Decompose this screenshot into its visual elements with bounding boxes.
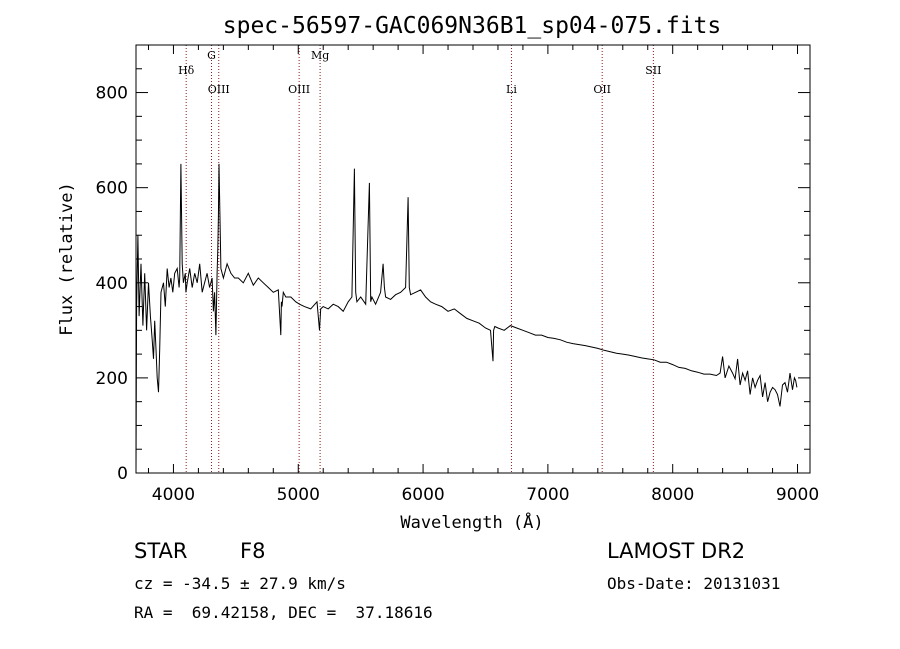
spectral-line-label: SII [645, 64, 661, 77]
x-tick-label: 6000 [401, 485, 444, 505]
y-tick-label: 0 [117, 464, 128, 484]
axis-ticks: 4000 5000 6000 7000 8000 9000 0 200 400 600 800 [96, 44, 819, 505]
x-tick-label: 7000 [526, 485, 569, 505]
plot-frame [135, 44, 811, 474]
x-axis-label: Wavelength (Å) [400, 511, 543, 533]
survey-name: LAMOST DR2 [607, 539, 746, 563]
spectral-line-label: Mg [311, 49, 329, 62]
x-tick-label: 4000 [152, 485, 195, 505]
redshift-value: cz = -34.5 ± 27.9 km/s [134, 574, 346, 593]
y-tick-label: 600 [96, 179, 128, 199]
spectral-line-label: OIII [208, 83, 230, 96]
observation-date: Obs-Date: 20131031 [607, 574, 781, 593]
coordinates: RA = 69.42158, DEC = 37.18616 [134, 603, 433, 622]
y-axis-label: Flux (relative) [57, 182, 77, 336]
spectrum-line [135, 163, 798, 474]
y-tick-label: 200 [96, 369, 128, 389]
x-tick-label: 5000 [277, 485, 320, 505]
spectral-line-label: Hδ [178, 64, 195, 77]
y-tick-label: 800 [96, 84, 128, 104]
object-subclass: F8 [240, 539, 266, 563]
x-tick-label: 9000 [776, 485, 819, 505]
spectral-line-label: Li [506, 83, 517, 96]
y-tick-label: 400 [96, 274, 128, 294]
spectral-line-label: OIII [288, 83, 310, 96]
chart-title: spec-56597-GAC069N36B1_sp04-075.fits [223, 13, 722, 39]
spectral-line-label: G [207, 49, 216, 62]
spectral-line-markers: Hδ G OIII OIII Mg Li OII SII [178, 45, 661, 473]
spectral-line-label: OII [593, 83, 611, 96]
object-class: STAR [134, 539, 188, 563]
x-tick-label: 8000 [651, 485, 694, 505]
